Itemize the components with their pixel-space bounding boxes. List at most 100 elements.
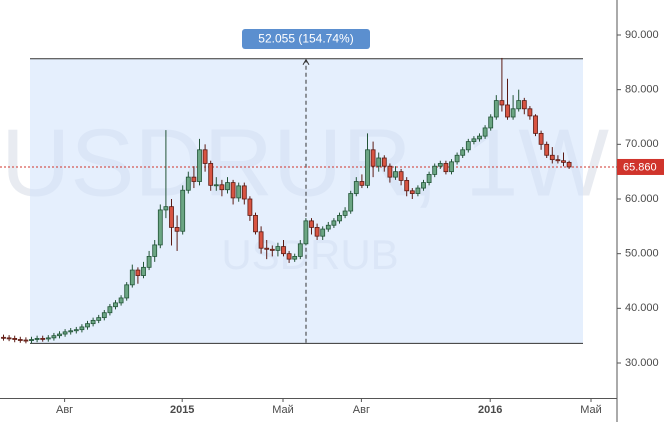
candle-body: [202, 149, 208, 164]
candle-body: [269, 248, 275, 251]
candle-body: [1, 336, 6, 339]
candle-body: [516, 100, 522, 110]
candle-body: [370, 149, 376, 167]
candle-body: [118, 297, 124, 304]
y-tick-label: 70.000: [625, 138, 659, 150]
candle-body: [51, 335, 57, 339]
measure-arrow-head: [302, 58, 310, 66]
candle-body: [163, 206, 169, 211]
candle-body: [141, 266, 146, 276]
candle-body: [471, 138, 477, 142]
candle-body: [230, 182, 236, 199]
candle-body: [320, 228, 326, 237]
candle-body: [45, 337, 51, 340]
candle-body: [247, 198, 253, 216]
y-tick-label: 50.000: [625, 248, 659, 260]
candle-body: [309, 220, 314, 228]
candle-body: [454, 154, 460, 163]
candle-body: [281, 246, 286, 255]
y-tick-label: 60.000: [625, 193, 659, 205]
measure-label-box: [242, 29, 370, 49]
candle-body: [544, 143, 550, 156]
candle-body: [213, 184, 219, 187]
candle-body: [96, 317, 102, 321]
x-tick-label: Май: [580, 404, 602, 416]
x-tick-label: Май: [272, 404, 294, 416]
candle-body: [566, 161, 572, 168]
candle-body: [331, 220, 337, 226]
candle-body: [325, 224, 331, 230]
candle-body: [432, 165, 438, 175]
candle-body: [538, 132, 544, 145]
candle-body: [185, 176, 191, 191]
candle-body: [180, 189, 186, 232]
last-price-label: 65.860: [623, 161, 657, 173]
candle-body: [258, 231, 264, 249]
candle-body: [17, 339, 23, 341]
y-tick-label: 40.000: [625, 302, 659, 314]
x-tick-label: 2016: [478, 404, 502, 416]
candle-body: [286, 253, 292, 260]
candle-body: [253, 215, 258, 233]
candle-body: [488, 116, 494, 129]
y-tick-label: 80.000: [625, 84, 659, 96]
candle-body: [482, 127, 488, 137]
candle-body: [79, 326, 85, 331]
candle-body: [510, 108, 516, 118]
candle-body: [23, 339, 29, 342]
x-tick-label: Авг: [56, 404, 73, 416]
y-tick-label: 30.000: [625, 357, 659, 369]
candle-body: [477, 135, 482, 140]
candle-body: [90, 319, 96, 325]
candle-body: [521, 100, 527, 110]
candle-body: [146, 256, 152, 268]
x-tick-label: 2015: [170, 404, 194, 416]
candle-body: [437, 163, 443, 167]
candle-body: [421, 182, 426, 189]
candle-body: [191, 176, 197, 182]
candle-body: [236, 185, 242, 199]
measure-label: 52.055 (154.74%): [258, 32, 353, 46]
candle-body: [314, 227, 320, 237]
candle-body: [409, 190, 415, 194]
candle-body: [376, 157, 382, 167]
candle-body: [29, 339, 34, 341]
candle-body: [449, 161, 454, 173]
candle-body: [426, 173, 432, 183]
candle-body: [40, 338, 46, 340]
candle-body: [129, 269, 135, 286]
candle-body: [387, 165, 393, 178]
candle-body: [68, 330, 74, 333]
candle-body: [157, 209, 163, 246]
candle-body: [303, 220, 309, 245]
candle-body: [124, 284, 130, 299]
candle-body: [62, 331, 68, 335]
candle-body: [101, 312, 107, 319]
candle-body: [533, 115, 538, 134]
candle-body: [549, 154, 555, 161]
x-tick-label: Авг: [353, 404, 370, 416]
candle-body: [348, 193, 354, 212]
candle-body: [107, 306, 113, 314]
candle-body: [264, 247, 270, 250]
candle-body: [197, 149, 202, 182]
candle-body: [297, 243, 303, 257]
candle-body: [359, 181, 365, 186]
candle-body: [415, 187, 421, 194]
candle-body: [527, 108, 533, 117]
candle-body: [34, 338, 40, 340]
candle-body: [365, 149, 370, 186]
candle-body: [113, 302, 118, 308]
candle-body: [275, 246, 281, 251]
candle-body: [169, 206, 174, 228]
y-tick-label: 90.000: [625, 29, 659, 41]
candle-body: [381, 157, 387, 167]
candle-body: [292, 256, 298, 260]
candle-body: [6, 337, 12, 340]
candle-body: [404, 180, 410, 192]
candle-body: [342, 210, 348, 216]
candle-body: [208, 163, 214, 186]
candle-body: [393, 171, 398, 178]
